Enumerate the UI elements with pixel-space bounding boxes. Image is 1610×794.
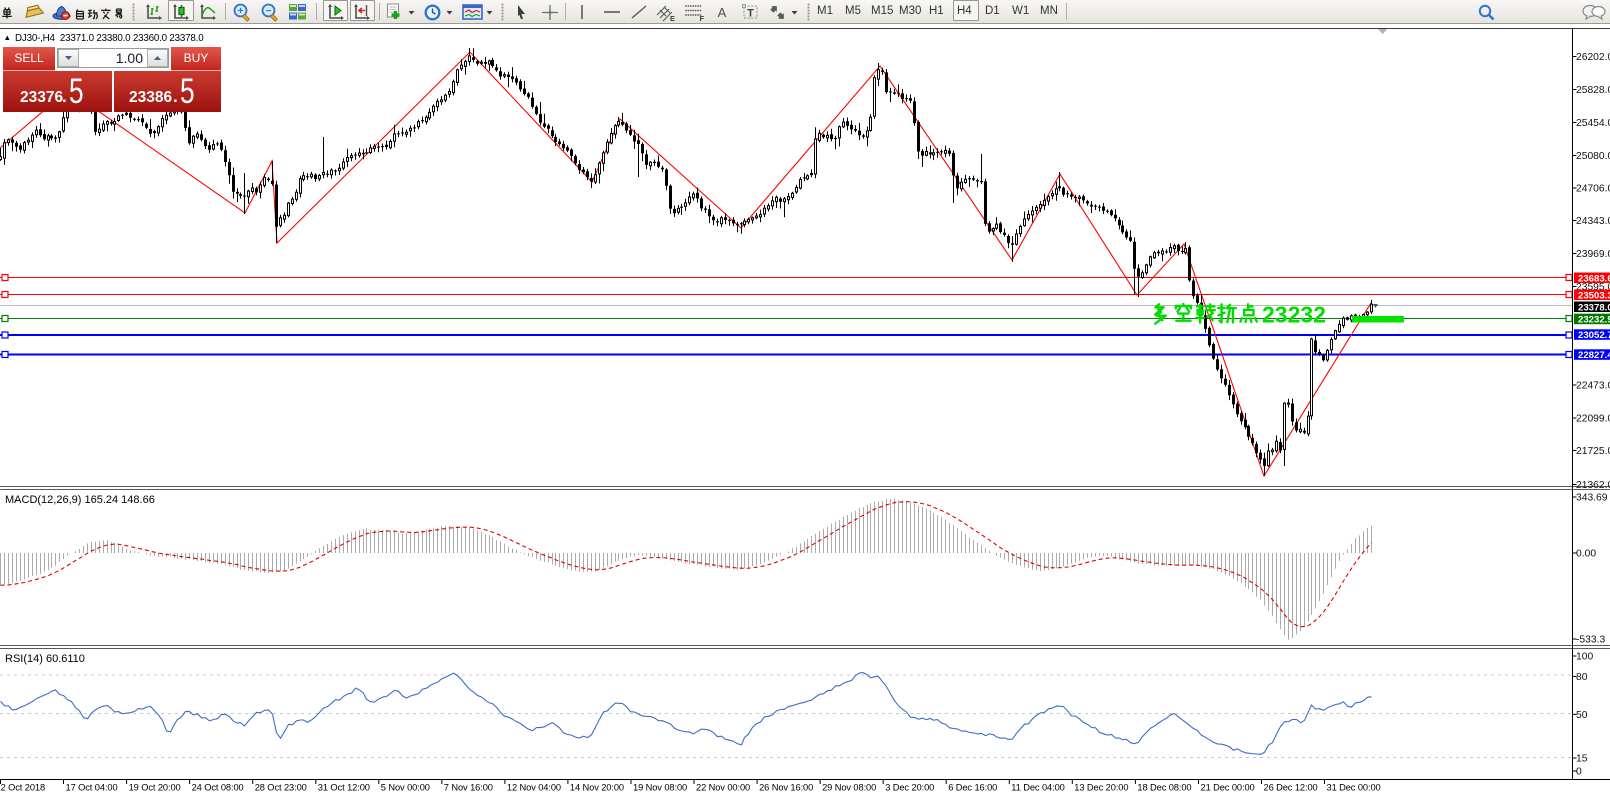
svg-text:25080.0: 25080.0 [1576, 151, 1610, 162]
svg-text:24 Oct 08:00: 24 Oct 08:00 [192, 783, 244, 793]
svg-text:80: 80 [1576, 672, 1588, 683]
svg-text:22 Nov 00:00: 22 Nov 00:00 [696, 783, 750, 793]
svg-text:0.00: 0.00 [1576, 549, 1596, 560]
svg-text:14 Nov 20:00: 14 Nov 20:00 [570, 783, 624, 793]
svg-text:26 Nov 16:00: 26 Nov 16:00 [759, 783, 813, 793]
svg-text:24706.0: 24706.0 [1576, 184, 1610, 195]
svg-text:7 Nov 16:00: 7 Nov 16:00 [444, 783, 493, 793]
svg-text:15: 15 [1576, 754, 1588, 765]
svg-text:RSI(14) 60.6110: RSI(14) 60.6110 [5, 653, 85, 665]
svg-text:3 Dec 20:00: 3 Dec 20:00 [885, 783, 934, 793]
svg-text:MACD(12,26,9) 165.24 148.66: MACD(12,26,9) 165.24 148.66 [5, 494, 155, 506]
svg-text:21725.0: 21725.0 [1576, 446, 1610, 457]
svg-text:21 Dec 00:00: 21 Dec 00:00 [1201, 783, 1255, 793]
svg-text:23683.6: 23683.6 [1578, 273, 1610, 284]
svg-text:31 Oct 12:00: 31 Oct 12:00 [318, 783, 370, 793]
svg-text:26 Dec 12:00: 26 Dec 12:00 [1264, 783, 1318, 793]
svg-text:23503.3: 23503.3 [1578, 290, 1610, 301]
svg-text:E: E [670, 14, 675, 22]
svg-text:25828.0: 25828.0 [1576, 85, 1610, 96]
svg-text:19 Nov 08:00: 19 Nov 08:00 [633, 783, 687, 793]
svg-text:−: − [266, 6, 272, 17]
svg-text:25454.0: 25454.0 [1576, 118, 1610, 129]
svg-text:22473.0: 22473.0 [1576, 381, 1610, 392]
svg-text:0: 0 [1576, 767, 1582, 778]
svg-text:6 Dec 16:00: 6 Dec 16:00 [948, 783, 997, 793]
svg-text:22099.0: 22099.0 [1576, 414, 1610, 425]
svg-text:A: A [718, 5, 727, 20]
svg-text:11 Dec 04:00: 11 Dec 04:00 [1011, 783, 1064, 793]
svg-text:28 Oct 23:00: 28 Oct 23:00 [255, 783, 307, 793]
svg-text:DJ30-,H4 23371.0 23380.0 2336: DJ30-,H4 23371.0 23380.0 23360.0 23378.0 [15, 33, 204, 44]
svg-text:F: F [700, 14, 705, 22]
svg-text:18 Dec 08:00: 18 Dec 08:00 [1137, 783, 1191, 793]
svg-text:12 Nov 04:00: 12 Nov 04:00 [507, 783, 561, 793]
svg-text:12 Oct 2018: 12 Oct 2018 [0, 783, 45, 793]
svg-text:+: + [238, 6, 244, 17]
svg-text:22827.4: 22827.4 [1578, 350, 1610, 361]
svg-text:23052.7: 23052.7 [1578, 330, 1610, 341]
svg-text:24343.0: 24343.0 [1576, 216, 1610, 227]
svg-text:23595.0: 23595.0 [1576, 282, 1610, 293]
svg-text:343.69: 343.69 [1576, 493, 1608, 504]
svg-text:23378.0: 23378.0 [1578, 302, 1610, 313]
svg-text:26202.0: 26202.0 [1576, 52, 1610, 63]
svg-text:-533.3: -533.3 [1576, 635, 1605, 646]
svg-text:31 Dec 00:00: 31 Dec 00:00 [1327, 783, 1381, 793]
svg-text:100: 100 [1576, 652, 1593, 663]
svg-text:21362.0: 21362.0 [1576, 480, 1610, 491]
svg-text:50: 50 [1576, 710, 1588, 721]
svg-text:17 Oct 04:00: 17 Oct 04:00 [66, 783, 118, 793]
svg-text:23232: 23232 [1262, 302, 1326, 328]
svg-text:5 Nov 00:00: 5 Nov 00:00 [381, 783, 430, 793]
svg-text:23232.9: 23232.9 [1578, 315, 1610, 326]
svg-text:29 Nov 08:00: 29 Nov 08:00 [822, 783, 876, 793]
svg-text:T: T [747, 8, 754, 20]
svg-text:19 Oct 20:00: 19 Oct 20:00 [129, 783, 181, 793]
svg-text:13 Dec 20:00: 13 Dec 20:00 [1074, 783, 1128, 793]
svg-text:23969.0: 23969.0 [1576, 249, 1610, 260]
